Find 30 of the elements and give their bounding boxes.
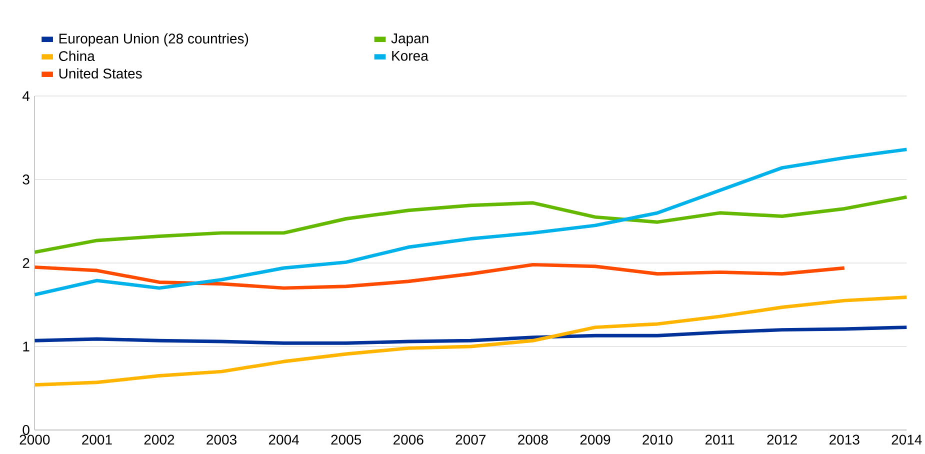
x-tick-label: 2005	[331, 434, 362, 445]
legend-label: European Union (28 countries)	[59, 33, 248, 46]
x-tick-label: 2014	[892, 434, 922, 445]
x-tick-label: 2000	[20, 434, 50, 445]
y-tick-label: 2	[22, 258, 30, 268]
y-tick-label: 3	[22, 174, 30, 184]
y-tick-label: 0	[22, 425, 30, 435]
line-series	[32, 326, 908, 345]
legend-label: Korea	[392, 51, 428, 61]
x-tick-label: 2007	[456, 434, 486, 445]
x-tick-label: 2009	[580, 434, 610, 445]
x-tick-label: 2011	[705, 434, 734, 445]
legend-label: United States	[59, 68, 142, 79]
x-tick-label: 2001	[82, 434, 112, 445]
x-tick-label: 2008	[518, 434, 548, 445]
x-tick-label: 2002	[144, 434, 174, 445]
legend-label: China	[59, 50, 95, 62]
line-series	[32, 262, 846, 290]
x-tick-label: 2006	[394, 434, 424, 445]
x-tick-label: 2012	[767, 434, 797, 445]
x-tick-label: 2003	[206, 434, 236, 445]
line-series	[32, 148, 908, 296]
x-tick-label: 2013	[830, 434, 860, 445]
y-tick-label: 4	[22, 91, 30, 101]
line-series	[32, 195, 908, 254]
legend-label: Japan	[391, 34, 428, 46]
x-tick-label: 2010	[642, 434, 673, 445]
line-series	[32, 296, 908, 387]
x-tick-label: 2004	[268, 434, 299, 445]
y-tick-label: 1	[23, 342, 30, 352]
